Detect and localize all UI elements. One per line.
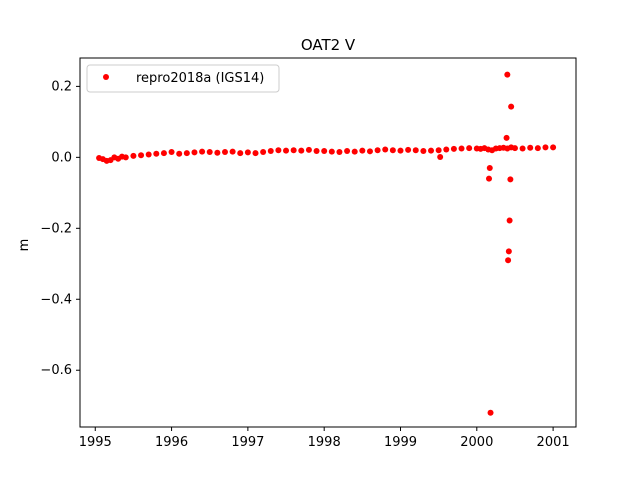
data-point (435, 147, 442, 154)
data-point (389, 147, 396, 154)
data-point (505, 248, 512, 255)
data-point (298, 147, 305, 154)
y-axis-label: m (17, 239, 32, 252)
data-point (183, 150, 190, 157)
data-point (260, 149, 267, 156)
data-point (328, 148, 335, 155)
data-point (374, 147, 381, 154)
data-point (412, 147, 419, 154)
data-point (443, 146, 450, 153)
data-point (206, 149, 213, 156)
x-tick-label: 1999 (384, 435, 417, 450)
data-point (122, 154, 129, 161)
data-point (487, 409, 494, 416)
data-point (199, 148, 206, 155)
data-point (283, 147, 290, 154)
data-point (366, 148, 373, 155)
data-point (191, 149, 198, 156)
x-tick-label: 2001 (537, 435, 570, 450)
data-point (275, 147, 282, 154)
data-point (486, 164, 493, 171)
data-point (382, 146, 389, 153)
data-points (96, 71, 557, 416)
x-tick-label: 1998 (308, 435, 341, 450)
data-point (153, 150, 160, 157)
data-point (503, 134, 510, 141)
data-point (176, 150, 183, 157)
data-point (336, 149, 343, 156)
data-point (221, 149, 228, 156)
data-point (508, 103, 515, 110)
y-axis-ticks: 0.2 0.0 −0.2 −0.4 −0.6 (40, 79, 80, 378)
chart-title: OAT2 V (301, 36, 356, 54)
data-point (351, 148, 358, 155)
data-point (504, 71, 511, 78)
data-point (519, 145, 526, 152)
data-point (458, 145, 465, 152)
data-point (267, 147, 274, 154)
legend-box (86, 64, 280, 93)
data-point (405, 146, 412, 153)
x-tick-label: 1995 (79, 435, 112, 450)
data-point (450, 145, 457, 152)
data-point (542, 144, 549, 151)
data-point (507, 176, 514, 183)
data-point (305, 146, 312, 153)
data-point (138, 152, 145, 159)
data-point (214, 149, 221, 156)
data-point (252, 150, 259, 157)
data-point (290, 147, 297, 154)
x-tick-label: 1997 (231, 435, 264, 450)
data-point (229, 148, 236, 155)
data-point (160, 150, 167, 157)
data-point (237, 150, 244, 157)
data-point (168, 149, 175, 156)
data-point (145, 151, 152, 158)
data-point (534, 145, 541, 152)
plot-frame (79, 57, 577, 428)
data-point (313, 147, 320, 154)
data-point (506, 217, 513, 224)
data-point (344, 147, 351, 154)
data-point (511, 145, 518, 152)
x-tick-label: 1996 (155, 435, 188, 450)
data-point (321, 147, 328, 154)
y-tick-label: −0.4 (40, 292, 72, 307)
y-tick-label: 0.0 (51, 150, 72, 165)
data-point (397, 147, 404, 154)
x-tick-label: 2000 (460, 435, 493, 450)
data-point (486, 175, 493, 182)
y-tick-label: −0.2 (40, 221, 72, 236)
y-tick-label: −0.6 (40, 363, 72, 378)
legend-label: repro2018a (IGS14) (136, 71, 264, 86)
data-point (466, 145, 473, 152)
data-point (505, 257, 512, 264)
data-point (527, 144, 534, 151)
legend-marker (103, 74, 109, 80)
x-axis-ticks: 1995 1996 1997 1998 1999 2000 2001 (79, 427, 570, 450)
data-point (130, 152, 137, 159)
data-point (550, 144, 557, 151)
data-point (420, 147, 427, 154)
data-point (428, 147, 435, 154)
data-point (437, 153, 444, 160)
data-point (244, 149, 251, 156)
legend: repro2018a (IGS14) (86, 64, 280, 93)
y-tick-label: 0.2 (51, 79, 72, 94)
data-point (359, 147, 366, 154)
